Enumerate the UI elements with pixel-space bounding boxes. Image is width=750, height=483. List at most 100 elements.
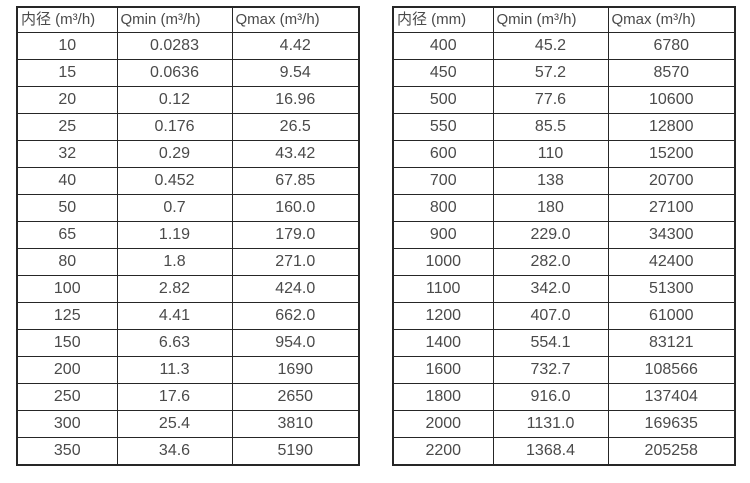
diameter-cell: 100 — [16, 275, 118, 303]
diameter-cell: 80 — [16, 248, 118, 276]
qmax-cell: 137404 — [607, 383, 736, 411]
qmin-cell: 138 — [492, 167, 609, 195]
qmax-cell: 83121 — [607, 329, 736, 357]
qmax-header: Qmax (m³/h) — [607, 6, 736, 33]
qmax-cell: 2650 — [231, 383, 360, 411]
qmin-cell: 6.63 — [116, 329, 233, 357]
table-row: 600 110 15200 — [392, 140, 736, 168]
qmin-cell: 0.7 — [116, 194, 233, 222]
header-row: 内径 (mm) Qmin (m³/h) Qmax (m³/h) — [392, 6, 736, 33]
diameter-cell: 300 — [16, 410, 118, 438]
qmax-cell: 9.54 — [231, 59, 360, 87]
qmax-cell: 1690 — [231, 356, 360, 384]
diameter-cell: 1600 — [392, 356, 494, 384]
qmin-cell: 916.0 — [492, 383, 609, 411]
qmax-cell: 424.0 — [231, 275, 360, 303]
table-row: 450 57.2 8570 — [392, 59, 736, 87]
table-row: 20 0.12 16.96 — [16, 86, 360, 114]
table-row: 1400 554.1 83121 — [392, 329, 736, 357]
qmin-cell: 34.6 — [116, 437, 233, 466]
table-row: 550 85.5 12800 — [392, 113, 736, 141]
qmax-cell: 271.0 — [231, 248, 360, 276]
table-row: 900 229.0 34300 — [392, 221, 736, 249]
diameter-cell: 450 — [392, 59, 494, 87]
diameter-cell: 1400 — [392, 329, 494, 357]
qmin-header: Qmin (m³/h) — [116, 6, 233, 33]
qmin-cell: 57.2 — [492, 59, 609, 87]
diameter-cell: 150 — [16, 329, 118, 357]
qmax-cell: 3810 — [231, 410, 360, 438]
diameter-cell: 125 — [16, 302, 118, 330]
qmin-cell: 17.6 — [116, 383, 233, 411]
qmin-cell: 11.3 — [116, 356, 233, 384]
qmax-cell: 5190 — [231, 437, 360, 466]
qmax-cell: 34300 — [607, 221, 736, 249]
qmax-cell: 20700 — [607, 167, 736, 195]
table-row: 700 138 20700 — [392, 167, 736, 195]
diameter-header: 内径 (mm) — [392, 6, 494, 33]
table-row: 40 0.452 67.85 — [16, 167, 360, 195]
qmin-cell: 1368.4 — [492, 437, 609, 466]
diameter-cell: 2200 — [392, 437, 494, 466]
table-row: 2200 1368.4 205258 — [392, 437, 736, 466]
qmax-cell: 179.0 — [231, 221, 360, 249]
diameter-cell: 25 — [16, 113, 118, 141]
table-row: 250 17.6 2650 — [16, 383, 360, 411]
table-row: 50 0.7 160.0 — [16, 194, 360, 222]
qmax-cell: 42400 — [607, 248, 736, 276]
table-row: 65 1.19 179.0 — [16, 221, 360, 249]
diameter-cell: 1100 — [392, 275, 494, 303]
qmin-cell: 732.7 — [492, 356, 609, 384]
qmin-cell: 2.82 — [116, 275, 233, 303]
diameter-cell: 200 — [16, 356, 118, 384]
header-row: 内径 (m³/h) Qmin (m³/h) Qmax (m³/h) — [16, 6, 360, 33]
qmin-cell: 282.0 — [492, 248, 609, 276]
table-row: 10 0.0283 4.42 — [16, 32, 360, 60]
diameter-cell: 500 — [392, 86, 494, 114]
qmin-cell: 342.0 — [492, 275, 609, 303]
table-row: 1200 407.0 61000 — [392, 302, 736, 330]
diameter-cell: 15 — [16, 59, 118, 87]
qmax-cell: 6780 — [607, 32, 736, 60]
table-row: 150 6.63 954.0 — [16, 329, 360, 357]
diameter-cell: 32 — [16, 140, 118, 168]
qmax-cell: 169635 — [607, 410, 736, 438]
diameter-cell: 600 — [392, 140, 494, 168]
qmin-cell: 554.1 — [492, 329, 609, 357]
table-row: 25 0.176 26.5 — [16, 113, 360, 141]
table-row: 1600 732.7 108566 — [392, 356, 736, 384]
diameter-header: 内径 (m³/h) — [16, 6, 118, 33]
diameter-cell: 550 — [392, 113, 494, 141]
qmin-cell: 1.8 — [116, 248, 233, 276]
qmin-cell: 25.4 — [116, 410, 233, 438]
table-row: 125 4.41 662.0 — [16, 302, 360, 330]
table-row: 400 45.2 6780 — [392, 32, 736, 60]
qmax-cell: 954.0 — [231, 329, 360, 357]
qmax-header: Qmax (m³/h) — [231, 6, 360, 33]
diameter-cell: 1200 — [392, 302, 494, 330]
qmax-cell: 67.85 — [231, 167, 360, 195]
diameter-cell: 350 — [16, 437, 118, 466]
diameter-cell: 65 — [16, 221, 118, 249]
diameter-cell: 800 — [392, 194, 494, 222]
diameter-cell: 400 — [392, 32, 494, 60]
qmin-cell: 45.2 — [492, 32, 609, 60]
qmin-cell: 229.0 — [492, 221, 609, 249]
qmax-cell: 15200 — [607, 140, 736, 168]
table-row: 350 34.6 5190 — [16, 437, 360, 466]
flow-rate-table-large-diameters: 内径 (mm) Qmin (m³/h) Qmax (m³/h) 400 45.2 678… — [392, 6, 736, 466]
flow-rate-table-small-diameters: 内径 (m³/h) Qmin (m³/h) Qmax (m³/h) 10 0.0283… — [16, 6, 360, 466]
diameter-cell: 1800 — [392, 383, 494, 411]
qmin-header: Qmin (m³/h) — [492, 6, 609, 33]
qmin-cell: 0.0283 — [116, 32, 233, 60]
diameter-cell: 20 — [16, 86, 118, 114]
table-row: 500 77.6 10600 — [392, 86, 736, 114]
qmin-cell: 180 — [492, 194, 609, 222]
diameter-cell: 40 — [16, 167, 118, 195]
qmin-cell: 0.29 — [116, 140, 233, 168]
qmin-cell: 4.41 — [116, 302, 233, 330]
table-row: 2000 1131.0 169635 — [392, 410, 736, 438]
table-row: 800 180 27100 — [392, 194, 736, 222]
qmax-cell: 4.42 — [231, 32, 360, 60]
